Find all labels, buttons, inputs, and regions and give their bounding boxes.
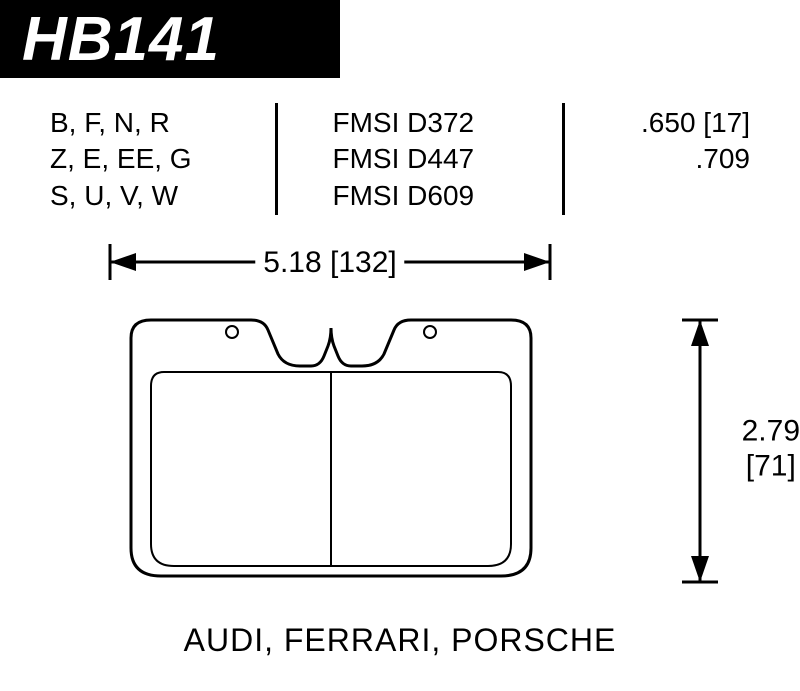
compound-codes: B, F, N, R Z, E, EE, G S, U, V, W — [50, 105, 220, 215]
height-line1: 2.79 — [742, 415, 800, 448]
fmsi-codes: FMSI D372 FMSI D447 FMSI D609 — [333, 105, 508, 215]
height-label: 2.79 [71] — [742, 415, 800, 484]
brake-pad-outline — [96, 308, 566, 588]
thickness-row1: .650 [17] — [620, 105, 750, 141]
width-dimension: 5.18 [132] — [100, 240, 560, 300]
vehicle-applications: AUDI, FERRARI, PORSCHE — [0, 622, 800, 659]
fmsi-row1: FMSI D372 — [333, 105, 508, 141]
thickness-values: .650 [17] .709 — [620, 105, 750, 215]
height-line2: [71] — [746, 449, 796, 482]
fmsi-row3: FMSI D609 — [333, 178, 508, 214]
width-label: 5.18 [132] — [255, 246, 404, 280]
height-dimension: 2.79 [71] — [670, 314, 730, 584]
header-bar: HB141 — [0, 0, 340, 78]
codes-row3: S, U, V, W — [50, 178, 220, 214]
thickness-row2: .709 — [620, 141, 750, 177]
divider-2 — [562, 103, 565, 215]
diagram-area: 5.18 [132] 2.79 [71] — [0, 240, 800, 620]
divider-1 — [275, 103, 278, 215]
part-number: HB141 — [22, 4, 220, 75]
codes-row1: B, F, N, R — [50, 105, 220, 141]
fmsi-row2: FMSI D447 — [333, 141, 508, 177]
height-arrow-svg — [670, 314, 730, 594]
codes-row2: Z, E, EE, G — [50, 141, 220, 177]
info-row: B, F, N, R Z, E, EE, G S, U, V, W FMSI D… — [50, 105, 750, 215]
